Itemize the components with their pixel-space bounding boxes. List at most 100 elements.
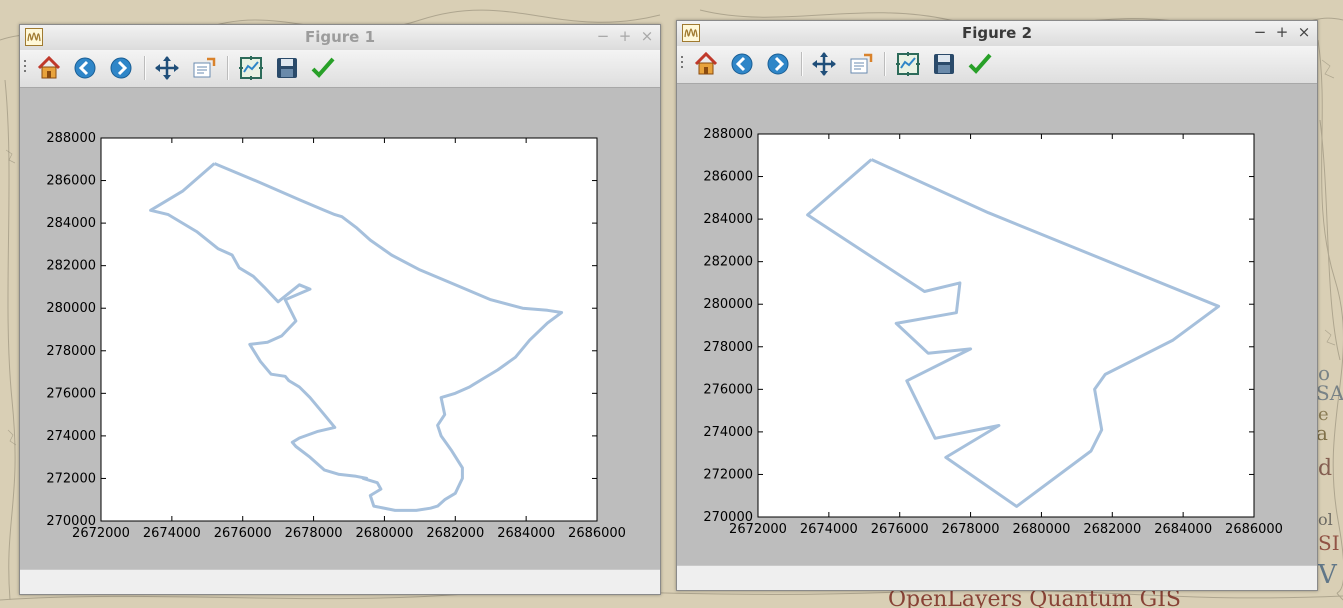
home-icon: [694, 51, 718, 75]
close-button[interactable]: ×: [640, 27, 654, 45]
toolbar: [677, 46, 1317, 84]
toolbar-separator: [801, 52, 803, 76]
status-bar: [677, 565, 1317, 590]
maximize-button[interactable]: +: [618, 27, 632, 45]
y-tick-label: 280000: [703, 297, 753, 312]
y-tick-label: 270000: [703, 510, 753, 525]
edit-icon: [311, 57, 335, 78]
svg-text:o: o: [1318, 361, 1330, 385]
x-tick-label: 2676000: [214, 526, 272, 541]
toolbar-grip[interactable]: [24, 60, 27, 76]
svg-text:V: V: [1317, 560, 1338, 590]
pan-button[interactable]: [811, 51, 837, 77]
forward-icon: [110, 57, 132, 79]
subplots-button[interactable]: [895, 51, 921, 77]
x-tick-label: 2674000: [143, 526, 201, 541]
y-tick-label: 282000: [703, 255, 753, 270]
window-title: Figure 2: [961, 24, 1033, 42]
subplots-button[interactable]: [238, 55, 264, 81]
edit-button[interactable]: [967, 51, 993, 77]
subplots-icon: [896, 52, 920, 76]
save-icon: [934, 54, 954, 74]
home-button[interactable]: [693, 51, 719, 77]
x-tick-label: 2680000: [355, 526, 413, 541]
svg-text:SA: SA: [1316, 381, 1343, 405]
toolbar-separator: [884, 52, 886, 76]
zoom-button[interactable]: [191, 55, 217, 81]
pan-icon: [812, 52, 836, 76]
back-icon: [74, 57, 96, 79]
pan-button[interactable]: [154, 55, 180, 81]
save-button[interactable]: [931, 51, 957, 77]
x-tick-label: 2676000: [871, 522, 929, 537]
y-tick-label: 282000: [46, 259, 96, 274]
status-bar: [20, 569, 660, 594]
y-tick-label: 288000: [46, 131, 96, 146]
x-tick-label: 2684000: [1154, 522, 1212, 537]
pan-icon: [155, 56, 179, 80]
close-button[interactable]: ×: [1297, 23, 1311, 41]
toolbar-separator: [144, 56, 146, 80]
series-line: [806, 158, 1221, 508]
forward-button[interactable]: [108, 55, 134, 81]
title-bar[interactable]: Figure 1 − + ×: [20, 25, 660, 50]
app-icon[interactable]: [682, 24, 700, 42]
forward-icon: [767, 53, 789, 75]
home-button[interactable]: [36, 55, 62, 81]
y-tick-label: 272000: [46, 471, 96, 486]
y-tick-label: 270000: [46, 514, 96, 529]
figure-canvas[interactable]: 2672000 2674000 2676000 2678000 2680000 26820…: [677, 84, 1317, 566]
home-icon: [37, 55, 61, 79]
y-tick-label: 276000: [46, 386, 96, 401]
edit-button[interactable]: [310, 55, 336, 81]
zoom-button[interactable]: [848, 51, 874, 77]
y-tick-label: 278000: [703, 340, 753, 355]
y-tick-label: 272000: [703, 467, 753, 482]
plot-2[interactable]: 2672000 2674000 2676000 2678000 2680000 26820…: [677, 84, 1317, 566]
y-tick-label: 274000: [46, 429, 96, 444]
app-icon[interactable]: [25, 28, 43, 46]
x-tick-label: 2682000: [1083, 522, 1141, 537]
minimize-button[interactable]: −: [596, 27, 610, 45]
y-tick-label: 286000: [703, 170, 753, 185]
axes-area[interactable]: [757, 133, 1255, 518]
toolbar: [20, 50, 660, 88]
plot-1[interactable]: 2672000 2674000 2676000 2678000 2680000 26820…: [20, 88, 660, 570]
y-tick-label: 284000: [46, 216, 96, 231]
forward-button[interactable]: [765, 51, 791, 77]
figure-canvas[interactable]: 2672000 2674000 2676000 2678000 2680000 26820…: [20, 88, 660, 570]
figure-2-window: Figure 2 − + ×: [676, 20, 1318, 591]
y-tick-label: 278000: [46, 344, 96, 359]
x-tick-label: 2674000: [800, 522, 858, 537]
back-icon: [731, 53, 753, 75]
toolbar-separator: [227, 56, 229, 80]
y-tick-label: 288000: [703, 127, 753, 142]
save-button[interactable]: [274, 55, 300, 81]
series-line: [149, 162, 564, 512]
toolbar-grip[interactable]: [681, 56, 684, 72]
minimize-button[interactable]: −: [1253, 23, 1267, 41]
x-tick-label: 2672000: [729, 522, 787, 537]
maximize-button[interactable]: +: [1275, 23, 1289, 41]
x-tick-label: 2672000: [72, 526, 130, 541]
svg-text:a: a: [1316, 421, 1328, 445]
back-button[interactable]: [729, 51, 755, 77]
svg-text:e: e: [1318, 404, 1329, 425]
back-button[interactable]: [72, 55, 98, 81]
x-tick-label: 2680000: [1012, 522, 1070, 537]
edit-icon: [968, 53, 992, 74]
y-tick-label: 284000: [703, 212, 753, 227]
x-tick-label: 2678000: [285, 526, 343, 541]
desktop-background-label: OpenLayers Quantum GIS: [888, 587, 1181, 608]
save-icon: [277, 58, 297, 78]
y-tick-label: 276000: [703, 382, 753, 397]
y-tick-label: 274000: [703, 425, 753, 440]
svg-text:SI: SI: [1318, 531, 1340, 555]
svg-text:ol: ol: [1318, 510, 1333, 529]
zoom-icon: [850, 53, 873, 74]
y-tick-label: 280000: [46, 301, 96, 316]
title-bar[interactable]: Figure 2 − + ×: [677, 21, 1317, 46]
figure-1-window: Figure 1 − + ×: [19, 24, 661, 595]
subplots-icon: [239, 56, 263, 80]
axes-area[interactable]: [100, 137, 598, 522]
